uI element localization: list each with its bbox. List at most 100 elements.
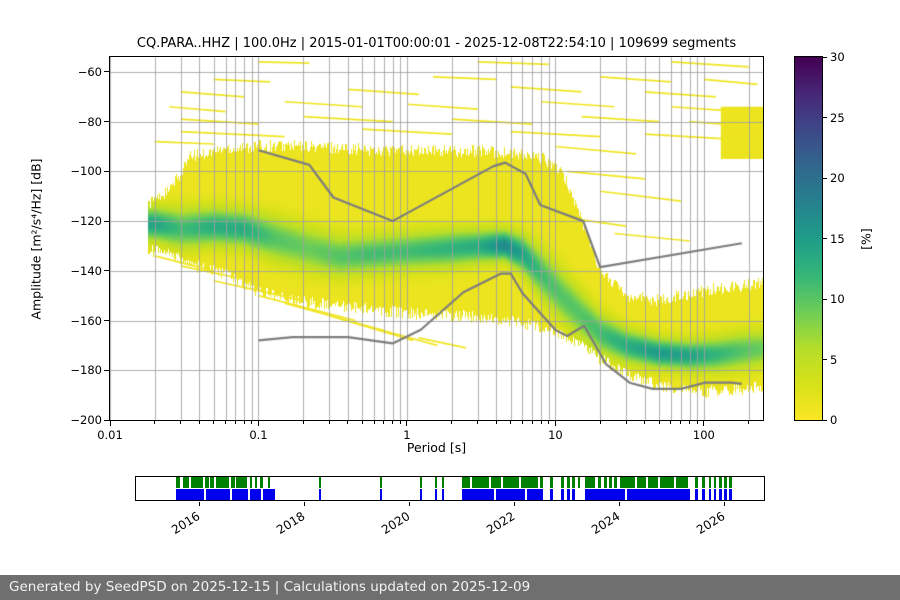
x-minor-tick [225,421,227,424]
x-minor-tick [689,421,691,424]
colorbar-tick-label: 0 [830,413,838,427]
timeline-segment-green [254,477,258,489]
x-minor-tick [373,421,375,424]
x-minor-tick [213,421,215,424]
x-tick [554,421,556,426]
x-minor-tick [251,421,253,424]
x-minor-tick [670,421,672,424]
timeline-segment-blue [319,488,322,500]
x-minor-tick [477,421,479,424]
colorbar-label: [%] [858,228,874,250]
timeline-segment-blue [380,488,383,500]
timeline-segment-green [647,477,659,489]
y-tick-label: −60 [77,64,102,79]
timeline-segment-green [718,477,722,489]
x-minor-tick [658,421,660,424]
timeline-segment-green [249,477,253,489]
x-minor-tick [347,421,349,424]
timeline-year-label: 2018 [274,509,308,538]
x-tick [257,421,259,426]
timeline-segment-blue [496,488,526,500]
x-minor-tick [361,421,363,424]
timeline-segment-green [419,477,422,489]
timeline-segment-green [260,477,263,489]
timeline-segment-blue [262,488,276,500]
timeline-segment-green [619,477,636,489]
timeline-segment-blue [729,488,733,500]
timeline-segment-blue [567,488,570,500]
colorbar-tick [823,298,827,300]
timeline-segment-green [380,477,383,489]
timeline-segment-green [231,477,235,489]
y-tick [104,270,109,272]
timeline-segment-green [614,477,617,489]
timeline-segment-green [176,477,181,489]
x-minor-tick [495,421,497,424]
x-minor-tick [399,421,401,424]
timeline-segment-green [236,477,247,489]
timeline-segment-green [191,477,203,489]
timeline-segment-green [435,477,438,489]
colorbar-tick-label: 20 [830,171,845,185]
x-minor-tick [748,421,750,424]
timeline-segment-green [267,477,271,489]
timeline-segment-green [441,477,444,489]
y-tick [104,121,109,123]
timeline-segment-green [597,477,601,489]
colorbar-tick-label: 15 [830,231,845,246]
timeline-segment-green [609,477,612,489]
x-minor-tick [599,421,601,424]
colorbar-tick [823,56,827,58]
x-minor-tick [198,421,200,424]
y-tick [104,71,109,73]
x-minor-tick [243,421,245,424]
colorbar-tick [823,177,827,179]
x-minor-tick [302,421,304,424]
timeline-year-label: 2020 [379,509,413,538]
timeline-segment-green [577,477,581,489]
colorbar-tick-label: 25 [830,110,845,125]
x-minor-tick [540,421,542,424]
colorbar-tick-label: 30 [830,50,845,64]
timeline-segment-blue [461,488,494,500]
x-tick [109,421,111,426]
x-tick [406,421,408,426]
y-axis-label: Amplitude [m²/s⁴/Hz] [dB] [28,158,44,320]
timeline-segment-green [521,477,538,489]
timeline-segment-green [471,477,489,489]
timeline-segment-green [713,477,717,489]
y-tick [104,419,109,421]
x-minor-tick [180,421,182,424]
timeline-segment-green [585,477,596,489]
x-minor-tick [383,421,385,424]
timeline-segment-blue [718,488,722,500]
ppsd-heatmap-canvas [110,57,763,420]
colorbar-tick [823,117,827,118]
y-tick-label: −120 [70,214,102,229]
y-tick [104,369,109,371]
timeline-segment-blue [724,488,727,500]
x-minor-tick [531,421,533,424]
timeline-tick [513,502,515,506]
timeline-segment-green [702,477,705,489]
timeline-segment-green [724,477,727,489]
y-tick-label: −80 [77,114,102,129]
x-minor-tick [521,421,523,424]
colorbar [794,56,823,421]
timeline-segment-blue [702,488,705,500]
timeline-segment-green [603,477,607,489]
timeline-segment-green [210,477,215,489]
timeline-segment-green [540,477,544,489]
timeline-segment-green [461,477,470,489]
x-minor-tick [451,421,453,424]
timeline-segment-blue [435,488,438,500]
colorbar-tick [823,359,827,360]
x-minor-tick [328,421,330,424]
x-minor-tick [625,421,627,424]
x-tick-label: 0.01 [97,428,123,442]
timeline-segment-green [729,477,733,489]
timeline-tick [408,502,410,506]
timeline-segment-blue [626,488,690,500]
x-minor-tick [548,421,550,424]
